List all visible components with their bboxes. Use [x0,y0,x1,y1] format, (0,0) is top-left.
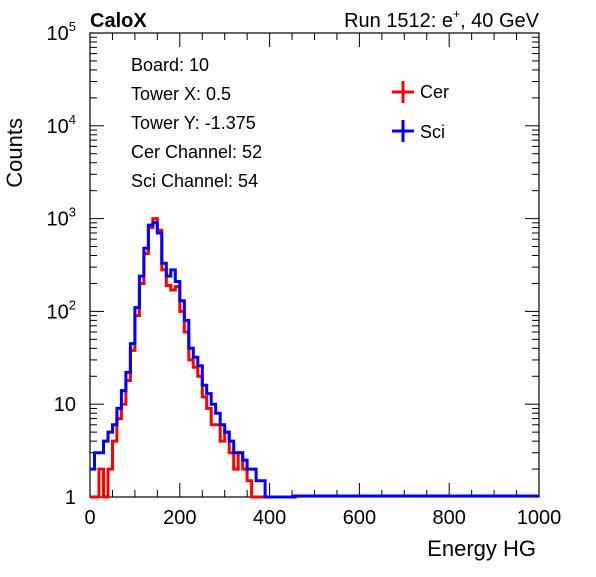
x-tick-label: 0 [84,507,95,529]
y-tick-label: 104 [47,112,76,138]
info-line-cer-channel: Cer Channel: 52 [131,142,262,162]
legend-label-sci: Sci [420,122,445,142]
legend-marker-sci [392,120,414,142]
legend-marker-cer [392,81,414,103]
x-tick-label: 400 [253,507,286,529]
axis-ticks [89,32,540,498]
x-tick-label: 800 [433,507,466,529]
legend-label-cer: Cer [420,82,449,102]
header-left: CaloX [90,10,147,32]
header-right: Run 1512: e+, 40 GeV [344,7,540,32]
series-line-sci [90,221,297,499]
legend: Cer Sci [392,81,449,142]
x-tick-label: 1000 [517,507,562,529]
info-line-board: Board: 10 [131,55,209,75]
y-tick-label: 105 [47,19,76,45]
y-tick-label: 10 [54,394,76,416]
header-right-sup: + [453,7,460,21]
header-right-prefix: Run 1512: e [344,10,453,32]
info-line-tower-x: Tower X: 0.5 [131,84,231,104]
y-axis-label: Counts [2,118,27,188]
header-right-suffix: , 40 GeV [460,10,540,32]
series-layer [90,217,539,499]
y-tick-label: 1 [65,487,76,509]
y-tick-label: 102 [47,297,76,323]
x-tick-label: 200 [163,507,196,529]
info-line-sci-channel: Sci Channel: 54 [131,171,258,191]
y-tick-label: 103 [47,205,76,231]
tick-labels: 0 200 400 600 800 1000 1 10 102 103 104 105 [47,19,562,529]
x-tick-label: 600 [343,507,376,529]
info-box: Board: 10 Tower X: 0.5 Tower Y: -1.375 C… [131,55,262,191]
x-axis-label: Energy HG [427,536,536,561]
info-line-tower-y: Tower Y: -1.375 [131,113,256,133]
